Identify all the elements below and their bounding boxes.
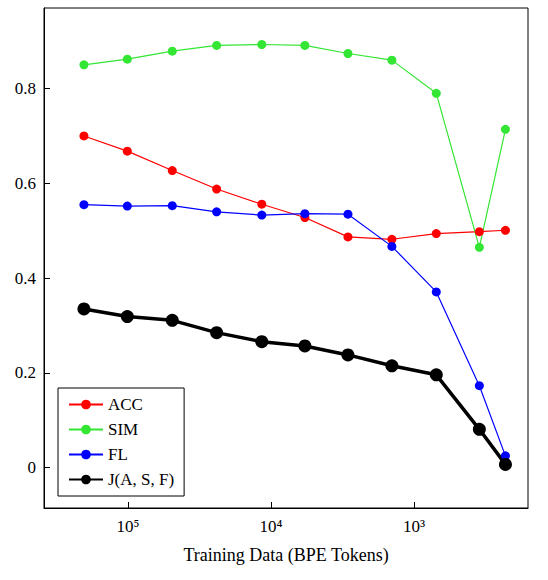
- svg-text:J(A, S, F): J(A, S, F): [108, 470, 174, 489]
- svg-text:SIM: SIM: [108, 420, 138, 439]
- svg-text:10³: 10³: [403, 517, 425, 536]
- svg-text:0.6: 0.6: [15, 174, 36, 193]
- svg-text:FL: FL: [108, 445, 128, 464]
- svg-text:0.4: 0.4: [15, 269, 37, 288]
- svg-text:10⁴: 10⁴: [260, 517, 283, 536]
- svg-text:Training Data (BPE Tokens): Training Data (BPE Tokens): [183, 545, 388, 566]
- svg-text:0: 0: [28, 458, 37, 477]
- svg-text:0.2: 0.2: [15, 363, 36, 382]
- svg-text:0.8: 0.8: [15, 79, 36, 98]
- svg-text:ACC: ACC: [108, 395, 143, 414]
- svg-text:10⁵: 10⁵: [116, 517, 139, 536]
